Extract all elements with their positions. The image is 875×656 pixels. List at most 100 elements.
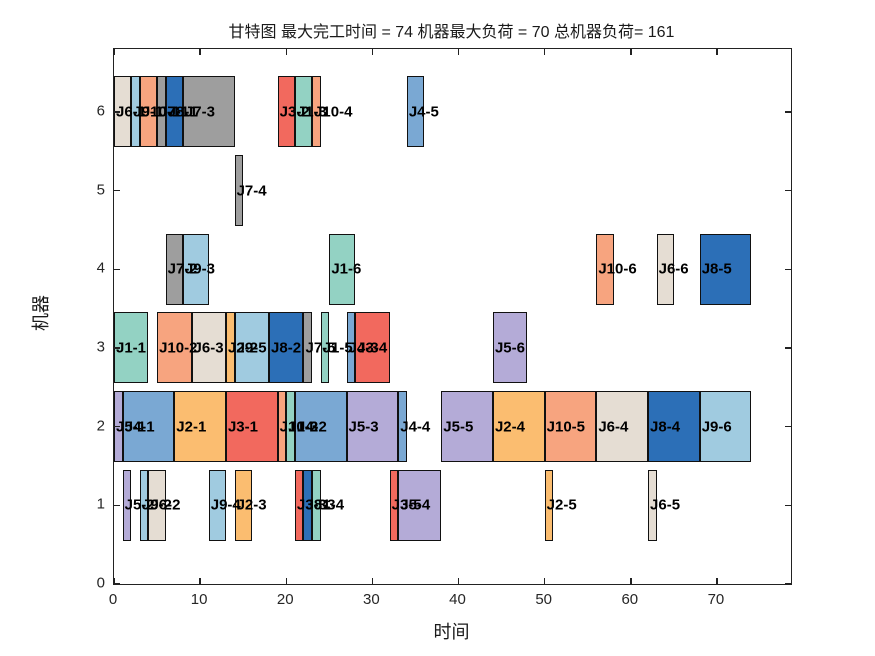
x-tick-mark xyxy=(371,578,374,584)
gantt-bar-label-J6-3: J6-3 xyxy=(193,339,224,357)
x-tick-mark xyxy=(113,49,115,55)
y-tick-label: 3 xyxy=(96,338,105,356)
gantt-bar-J4-2 xyxy=(294,391,347,463)
gantt-bar-J2-5 xyxy=(544,469,554,541)
x-tick-mark xyxy=(285,49,287,55)
gantt-bar-label-J4-2: J4-2 xyxy=(296,418,327,436)
gantt-bar-J8-3 xyxy=(303,469,313,541)
gantt-bar-J7-4 xyxy=(234,155,244,227)
gantt-bar-label-J6-5: J6-5 xyxy=(650,496,681,514)
gantt-bar-J6-6 xyxy=(656,233,674,305)
x-tick-label: 70 xyxy=(707,591,725,608)
gantt-bar-J6-5 xyxy=(648,469,657,541)
y-tick-mark xyxy=(114,504,120,507)
gantt-bar-label-J3-3: J3-3 xyxy=(296,496,327,514)
plot-area: J6-1 J9-1 J10-1 J7-1 J8-1 J7-3 J3-2 J1-3 J10-4 J4… xyxy=(113,48,792,585)
gantt-bar-label-J7-5: J7-5 xyxy=(305,339,336,357)
y-tick-mark xyxy=(785,111,791,113)
y-tick-label: 2 xyxy=(96,417,105,435)
gantt-bar-label-J4-3: J4-3 xyxy=(348,339,379,357)
gantt-bar-J7-1 xyxy=(157,76,166,148)
gantt-bar-label-J3-5: J3-5 xyxy=(391,496,422,514)
gantt-bar-J4-4 xyxy=(398,391,407,463)
gantt-bar-label-J1-6: J1-6 xyxy=(331,260,362,278)
gantt-bar-J1-2 xyxy=(286,391,295,463)
gantt-bar-J3-3 xyxy=(294,469,304,541)
gantt-bar-label-J4-5: J4-5 xyxy=(408,103,439,121)
gantt-bar-J5-3 xyxy=(346,391,399,463)
gantt-bar-label-J7-1: J7-1 xyxy=(159,103,190,121)
gantt-bar-J3-2 xyxy=(277,76,295,148)
gantt-bar-label-J9-1: J9-1 xyxy=(133,103,164,121)
gantt-bar-J8-1 xyxy=(165,76,183,148)
gantt-bar-J9-4 xyxy=(208,469,226,541)
gantt-bar-label-J7-3: J7-3 xyxy=(184,103,215,121)
gantt-bar-J10-2 xyxy=(157,312,192,384)
gantt-bar-label-J5-1: J5-1 xyxy=(116,418,147,436)
gantt-bar-J1-5 xyxy=(320,312,330,384)
gantt-bar-J5-6 xyxy=(492,312,528,384)
gantt-bar-J7-3 xyxy=(182,76,235,148)
gantt-bar-label-J4-1: J4-1 xyxy=(124,418,155,436)
y-tick-mark xyxy=(114,111,120,113)
gantt-bar-J8-2 xyxy=(269,312,304,384)
gantt-bar-J9-1 xyxy=(131,76,140,148)
gantt-bar-J5-2 xyxy=(122,469,132,541)
x-tick-mark xyxy=(543,578,546,584)
gantt-bar-label-J6-6: J6-6 xyxy=(658,260,689,278)
gantt-bar-J2-2 xyxy=(225,312,235,384)
x-tick-mark xyxy=(285,578,287,584)
gantt-bar-label-J7-4: J7-4 xyxy=(236,182,267,200)
gantt-bar-J4-1 xyxy=(122,391,175,463)
x-tick-mark xyxy=(716,578,718,584)
gantt-bar-label-J10-6: J10-6 xyxy=(598,260,637,278)
gantt-bar-J8-4 xyxy=(648,391,700,463)
gantt-bar-J2-4 xyxy=(492,391,545,463)
gantt-bar-label-J5-3: J5-3 xyxy=(348,418,379,436)
gantt-bar-label-J1-3: J1-3 xyxy=(296,103,327,121)
gantt-bar-J8-5 xyxy=(699,233,752,305)
gantt-bar-J3-5 xyxy=(389,469,399,541)
x-tick-mark xyxy=(199,49,201,55)
gantt-bar-label-J8-1: J8-1 xyxy=(167,103,198,121)
gantt-bar-J3-1 xyxy=(225,391,278,463)
gantt-bar-label-J3-4: J3-4 xyxy=(357,339,388,357)
y-tick-label: 6 xyxy=(96,102,105,120)
gantt-bar-J6-3 xyxy=(191,312,226,384)
x-tick-label: 40 xyxy=(449,591,466,608)
x-tick-mark xyxy=(543,49,546,55)
gantt-bar-label-J5-4: J5-4 xyxy=(400,496,431,514)
gantt-bar-J5-4 xyxy=(398,469,442,541)
x-tick-label: 50 xyxy=(535,591,552,608)
gantt-bar-J5-5 xyxy=(441,391,493,463)
gantt-bar-label-J1-5: J1-5 xyxy=(322,339,353,357)
gantt-bar-label-J10-5: J10-5 xyxy=(546,418,586,436)
y-tick-mark xyxy=(114,425,120,428)
gantt-bar-label-J9-2: J9-2 xyxy=(141,496,172,514)
gantt-bar-label-J8-3: J8-3 xyxy=(305,496,336,514)
gantt-bar-label-J1-4: J1-4 xyxy=(314,496,345,514)
x-tick-label: 30 xyxy=(363,591,380,608)
gantt-bar-label-J1-1: J1-1 xyxy=(116,339,147,357)
x-axis-label: 时间 xyxy=(433,622,470,642)
x-tick-mark xyxy=(113,578,115,584)
x-tick-mark xyxy=(457,49,460,55)
gantt-bar-J6-2 xyxy=(148,469,166,541)
y-tick-mark xyxy=(785,347,791,349)
gantt-bar-label-J8-5: J8-5 xyxy=(701,260,732,278)
gantt-bar-J1-6 xyxy=(329,233,356,305)
gantt-bar-label-J5-6: J5-6 xyxy=(494,339,525,357)
gantt-bar-label-J9-3: J9-3 xyxy=(184,260,215,278)
gantt-bar-label-J10-1: J10-1 xyxy=(141,103,181,121)
x-tick-mark xyxy=(630,49,632,55)
gantt-bar-label-J6-1: J6-1 xyxy=(116,103,147,121)
gantt-bar-label-J9-6: J9-6 xyxy=(701,418,732,436)
gantt-bar-label-J8-4: J8-4 xyxy=(650,418,681,436)
gantt-bar-J10-6 xyxy=(596,233,614,305)
y-tick-mark xyxy=(785,583,791,585)
y-tick-label: 0 xyxy=(96,574,105,592)
y-tick-label: 1 xyxy=(96,495,105,513)
gantt-bar-label-J10-3: J10-3 xyxy=(279,418,319,436)
y-tick-mark xyxy=(785,189,791,192)
